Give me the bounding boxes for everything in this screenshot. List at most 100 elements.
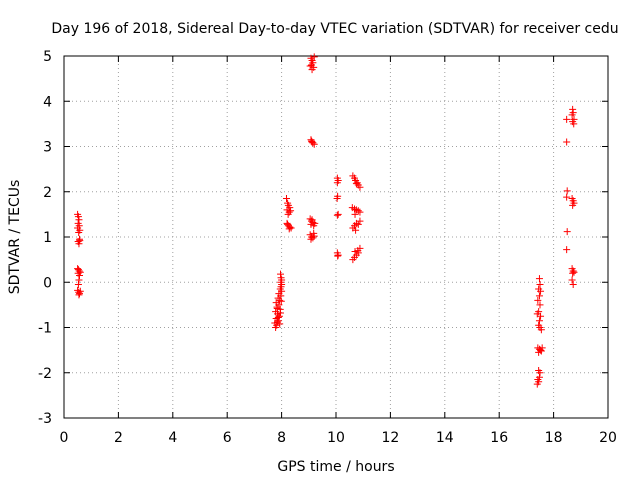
y-tick-label: -3 [38, 411, 52, 427]
data-point [274, 314, 282, 322]
data-point [272, 308, 280, 316]
y-tick-label: 1 [43, 230, 52, 246]
data-point [284, 220, 292, 228]
data-point [273, 304, 281, 312]
data-point [75, 216, 83, 224]
y-tick-label: -1 [38, 321, 52, 337]
data-point [569, 269, 577, 277]
data-point [538, 344, 546, 352]
data-point [334, 251, 342, 259]
data-point [533, 380, 541, 388]
chart-title: Day 196 of 2018, Sidereal Day-to-day VTE… [51, 21, 618, 37]
x-tick-label: 0 [60, 430, 69, 446]
data-point [310, 53, 318, 61]
data-point [570, 120, 578, 128]
data-point [354, 207, 362, 215]
x-tick-label: 2 [114, 430, 123, 446]
data-point [310, 229, 318, 237]
data-point [75, 228, 83, 236]
y-axis-title: SDTVAR / TECUs [7, 180, 23, 295]
data-point [272, 299, 280, 307]
data-point [277, 297, 285, 305]
y-tick-label: 2 [43, 185, 52, 201]
data-point [356, 183, 364, 191]
grid [64, 56, 608, 418]
data-point [569, 201, 577, 209]
data-point [536, 281, 544, 289]
x-tick-label: 10 [327, 430, 345, 446]
x-tick-label: 8 [277, 430, 286, 446]
data-point [563, 246, 571, 254]
data-point [333, 211, 341, 219]
data-point [307, 235, 315, 243]
data-point [537, 326, 545, 334]
data-point [334, 210, 342, 218]
data-point [308, 137, 316, 145]
data-point [535, 317, 543, 325]
data-point [282, 195, 290, 203]
data-point [308, 216, 316, 224]
y-tick-label: 4 [43, 94, 52, 110]
x-tick-label: 18 [545, 430, 563, 446]
data-point [563, 115, 571, 123]
data-point [277, 270, 285, 278]
data-point [352, 226, 360, 234]
data-point [563, 228, 571, 236]
data-point [309, 139, 317, 147]
data-point [563, 193, 571, 201]
data-point [354, 220, 362, 228]
data-point [74, 213, 82, 221]
data-point [75, 240, 83, 248]
x-axis-title: GPS time / hours [277, 459, 394, 475]
data-point [569, 105, 577, 113]
data-point [284, 210, 292, 218]
data-point [76, 271, 84, 279]
data-point [563, 187, 571, 195]
data-point [563, 138, 571, 146]
data-point [537, 312, 545, 320]
data-point [537, 287, 545, 295]
data-point [536, 301, 544, 309]
x-tick-labels: 0 2 4 6 8 10 12 14 16 18 20 [60, 430, 617, 446]
data-point [568, 276, 576, 284]
data-point [535, 292, 543, 300]
x-tick-label: 20 [599, 430, 617, 446]
data-point [334, 252, 342, 260]
y-tick-label: 3 [43, 140, 52, 156]
x-tick-label: 16 [490, 430, 508, 446]
data-point [534, 296, 542, 304]
data-point [333, 179, 341, 187]
data-point [356, 208, 364, 216]
data-point [536, 369, 544, 377]
data-point [75, 276, 83, 284]
y-tick-label: 0 [43, 275, 52, 291]
data-point [308, 66, 316, 74]
x-tick-label: 4 [168, 430, 177, 446]
data-point [569, 281, 577, 289]
data-point [306, 62, 314, 70]
data-points [74, 53, 578, 388]
data-point [276, 320, 284, 328]
data-point [277, 309, 285, 317]
y-tick-label: 5 [43, 49, 52, 65]
data-point [354, 247, 362, 255]
data-point [75, 291, 83, 299]
data-point [351, 210, 359, 218]
data-point [285, 225, 293, 233]
x-tick-label: 12 [381, 430, 399, 446]
data-point [287, 207, 295, 215]
x-tick-label: 14 [436, 430, 454, 446]
data-point [76, 287, 84, 295]
data-point [356, 217, 364, 225]
data-point [568, 111, 576, 119]
data-point [537, 347, 545, 355]
y-tick-labels: -3 -2 -1 0 1 2 3 4 5 [38, 49, 52, 427]
axis-ticks [63, 55, 609, 419]
data-point [277, 274, 285, 282]
data-point [76, 237, 84, 245]
data-point [310, 222, 318, 230]
data-point [570, 268, 578, 276]
x-tick-label: 6 [223, 430, 232, 446]
data-point [74, 281, 82, 289]
data-point [333, 195, 341, 203]
